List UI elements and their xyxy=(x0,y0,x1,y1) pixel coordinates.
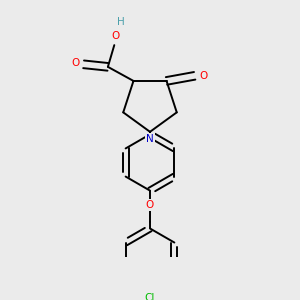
Text: O: O xyxy=(111,31,120,41)
Text: H: H xyxy=(117,17,124,27)
Text: N: N xyxy=(146,134,154,144)
Text: O: O xyxy=(71,58,80,68)
Text: O: O xyxy=(146,200,154,210)
Text: O: O xyxy=(200,71,208,81)
Text: Cl: Cl xyxy=(145,292,155,300)
